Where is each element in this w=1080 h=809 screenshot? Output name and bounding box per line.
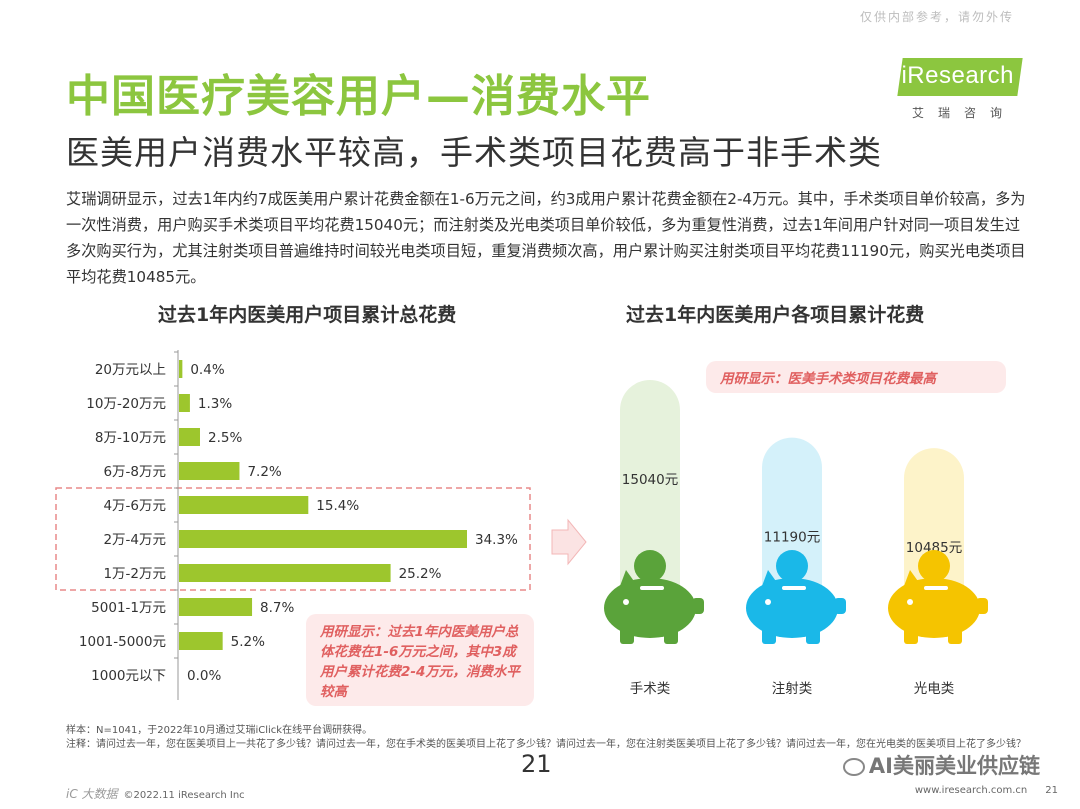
value-label: 5.2% — [231, 634, 265, 650]
value-label: 15040元 — [622, 472, 678, 488]
logo-chinese-text: 艾瑞咨询 — [911, 106, 1016, 120]
value-label: 10485元 — [906, 540, 962, 556]
iresearch-logo: iResearch 艾瑞咨询 — [890, 58, 1023, 122]
category-label: 4万-6万元 — [103, 498, 166, 514]
right-callout: 用研显示：医美手术类项目花费最高 — [706, 361, 1006, 393]
copyright-text: ©2022.11 iResearch Inc — [123, 790, 245, 801]
value-label: 0.0% — [187, 668, 221, 684]
left-callout: 用研显示：过去1年内医美用户总体花费在1-6万元之间，其中3成用户累计花费2-4… — [306, 614, 534, 706]
coin-icon — [918, 550, 950, 582]
question-note: 注释：请问过去一年，您在医美项目上一共花了多少钱？请问过去一年，您在手术类的医美… — [66, 739, 1026, 750]
category-label: 手术类 — [630, 681, 671, 697]
piggy-bank-icon — [888, 570, 988, 644]
category-label: 10万-20万元 — [86, 396, 166, 412]
spending-distribution-chart: 20万元以上 0.4% 10万-20万元 1.3% 8万-10万元 2.5% 6万-8万元 7… — [55, 350, 531, 700]
highlight-box — [55, 487, 531, 591]
category-label: 1000元以下 — [91, 668, 166, 684]
wechat-watermark: AI美丽美业供应链 — [842, 750, 1040, 780]
bar — [179, 598, 253, 616]
confidential-watermark: 仅供内部参考，请勿外传 — [859, 10, 1014, 24]
category-label: 6万-8万元 — [103, 464, 166, 480]
left-chart-title: 过去1年内医美用户项目累计总花费 — [158, 304, 457, 326]
wechat-account: AI美丽美业供应链 — [868, 754, 1040, 778]
value-capsule — [904, 448, 964, 615]
bar — [179, 462, 240, 480]
sample-note: 样本：N=1041，于2022年10月通过艾瑞iClick在线平台调研获得。 — [66, 725, 373, 736]
page-subtitle: 医美用户消费水平较高，手术类项目花费高于非手术类 — [66, 133, 882, 172]
bar — [179, 428, 200, 446]
piggy-bank-icon — [604, 570, 704, 644]
right-chart-title: 过去1年内医美用户各项目累计花费 — [626, 304, 925, 326]
category-label: 光电类 — [914, 681, 955, 697]
coin-icon — [634, 550, 666, 582]
bar — [179, 394, 190, 412]
bar — [179, 564, 391, 582]
bar — [179, 360, 183, 378]
bar — [179, 632, 223, 650]
value-label: 1.3% — [198, 396, 232, 412]
category-label: 8万-10万元 — [95, 430, 166, 446]
bar — [179, 530, 467, 548]
value-capsule — [620, 380, 680, 615]
page-title: 中国医疗美容用户—消费水平 — [66, 71, 651, 122]
coin-icon — [776, 550, 808, 582]
wechat-icon — [842, 758, 865, 776]
notes: 样本：N=1041，于2022年10月通过艾瑞iClick在线平台调研获得。 注… — [66, 724, 1026, 752]
category-label: 1万-2万元 — [103, 566, 166, 582]
footer-url[interactable]: www.iresearch.com.cn — [914, 785, 1028, 796]
value-label: 8.7% — [260, 600, 294, 616]
value-label: 25.2% — [399, 566, 442, 582]
footer-copyright: iC 大数据 ©2022.11 iResearch Inc — [66, 785, 245, 802]
bar — [179, 496, 309, 514]
page-number-overlay: 21 — [521, 750, 552, 778]
piggy-bank-icon — [746, 570, 846, 644]
right-arrow-icon — [551, 518, 587, 566]
footer-page-number: 21 — [1045, 785, 1058, 796]
value-label: 34.3% — [475, 532, 518, 548]
value-label: 2.5% — [208, 430, 242, 446]
category-label: 2万-4万元 — [103, 532, 166, 548]
value-label: 7.2% — [247, 464, 281, 480]
overlay-logo: iC 大数据 — [66, 787, 118, 801]
value-label: 0.4% — [190, 362, 224, 378]
summary-paragraph: 艾瑞调研显示，过去1年内约7成医美用户累计花费金额在1-6万元之间，约3成用户累… — [66, 190, 1026, 286]
category-label: 1001-5000元 — [79, 634, 166, 650]
category-label: 注射类 — [772, 681, 813, 697]
value-label: 15.4% — [316, 498, 359, 514]
footer-right: www.iresearch.com.cn 21 — [897, 785, 1058, 796]
value-label: 11190元 — [764, 530, 820, 546]
category-label: 20万元以上 — [95, 362, 166, 378]
logo-text: iResearch — [901, 62, 1014, 89]
category-label: 5001-1万元 — [91, 600, 166, 616]
